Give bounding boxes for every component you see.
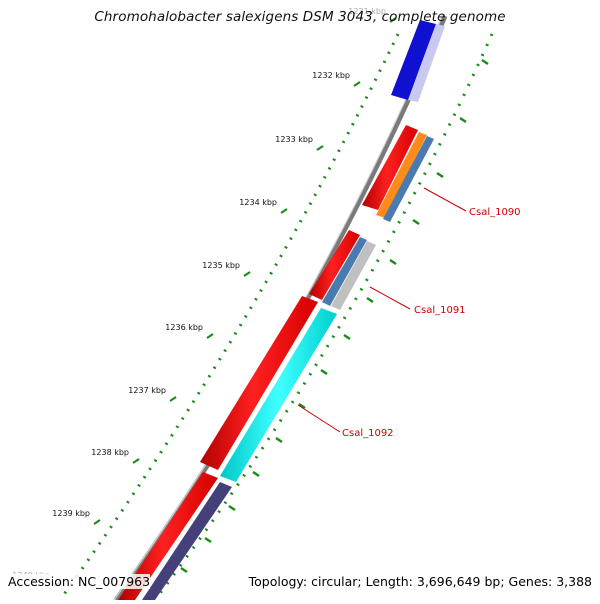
outer-dotted-track <box>58 33 400 601</box>
inner-tick-marks <box>180 58 489 574</box>
inner-tick <box>180 566 188 574</box>
ruler-label: 1238 kbp <box>91 448 129 457</box>
inner-tick <box>481 58 489 66</box>
feature-orange-1090 <box>376 132 427 218</box>
feature-slate-lower <box>142 482 232 600</box>
cds-red-lower <box>118 472 218 600</box>
ruler-label: 1232 kbp <box>312 71 350 80</box>
inner-tick <box>343 333 351 341</box>
ruler-tick <box>280 208 288 214</box>
ruler-tick <box>316 145 324 151</box>
ruler-label: 1234 kbp <box>239 198 277 207</box>
map-title: Chromohalobacter salexigens DSM 3043, co… <box>94 9 506 25</box>
inner-dotted-track <box>153 33 494 601</box>
feature-steelblue-1090 <box>383 136 434 222</box>
leader-line-csal-1091 <box>369 286 411 310</box>
inner-tick <box>228 504 236 512</box>
feature-gray-1091 <box>331 241 376 310</box>
ruler-tick <box>389 17 397 23</box>
inner-tick <box>320 368 328 376</box>
ruler-tick <box>206 333 214 339</box>
ruler-label: 1231 kbp <box>348 7 386 16</box>
ruler-label: 1233 kbp <box>275 135 313 144</box>
genome-summary-text: Topology: circular; Length: 3,696,649 bp… <box>248 574 592 589</box>
ruler-tick <box>132 458 140 464</box>
ruler-label: 1239 kbp <box>52 509 90 518</box>
inner-tick <box>436 171 444 179</box>
ruler-label: 1236 kbp <box>165 323 203 332</box>
inner-tick <box>252 470 260 478</box>
inner-tick <box>204 536 212 544</box>
genome-backbone <box>113 15 448 602</box>
leader-line-csal-1092 <box>297 404 341 433</box>
cds-red-1091 <box>309 230 360 300</box>
cds-red-1092 <box>200 296 318 470</box>
inner-tick <box>389 258 397 266</box>
cds-red-1090 <box>362 125 418 210</box>
accession-text: Accession: NC_007963 <box>8 574 151 589</box>
inner-tick <box>412 218 420 226</box>
ruler-tick <box>243 271 251 277</box>
genome-backbone-highlight <box>113 13 444 601</box>
feature-cyan-1092 <box>220 308 337 482</box>
ruler-label: 1237 kbp <box>128 386 166 395</box>
inner-tick <box>298 402 306 410</box>
gene-label-csal-1090: Csal_1090 <box>469 207 521 218</box>
feature-blue-top-light <box>408 24 445 102</box>
inner-tick <box>366 296 374 304</box>
inner-tick <box>459 116 467 124</box>
feature-steelblue-1091 <box>322 237 367 306</box>
ruler-tick <box>169 396 177 402</box>
ruler-tick <box>93 519 101 525</box>
leader-line-csal-1090 <box>423 187 467 212</box>
gene-label-csal-1091: Csal_1091 <box>414 305 466 316</box>
feature-blue-top <box>391 20 436 100</box>
gene-label-csal-1092: Csal_1092 <box>342 428 394 439</box>
ruler-tick <box>353 81 361 87</box>
inner-tick <box>275 436 283 444</box>
ruler-label: 1235 kbp <box>202 261 240 270</box>
